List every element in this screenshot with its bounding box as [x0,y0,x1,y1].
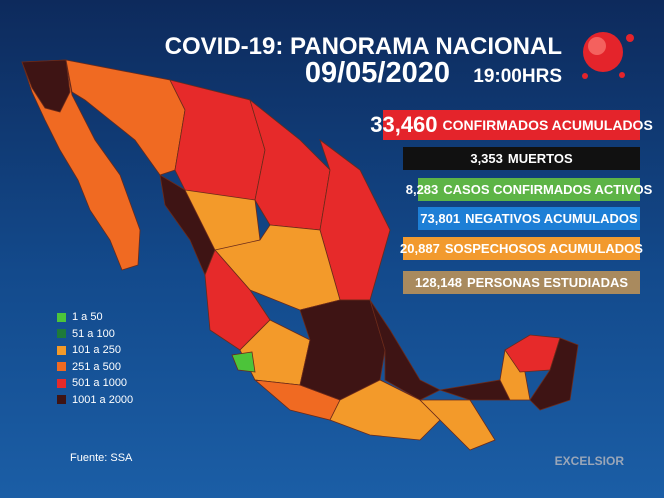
globe-icon [582,32,634,79]
state [419,399,496,451]
legend-item: 101 a 250 [57,344,121,356]
date: 09/05/2020 [305,57,450,89]
globe-dot [626,34,634,42]
legend-item: 1 a 50 [57,311,103,323]
stat-box: 128,148 PERSONAS ESTUDIADAS [403,271,640,294]
legend-swatch [57,329,66,338]
legend-item: 1001 a 2000 [57,394,133,406]
legend-item: 501 a 1000 [57,377,127,389]
legend-swatch [57,378,66,388]
state [169,79,266,206]
state [439,379,511,401]
time: 19:00HRS [473,66,562,87]
legend-label: 1001 a 2000 [72,393,134,406]
stat-value: 128,148 [414,275,462,290]
legend-item: 251 a 500 [57,361,121,373]
stat-box: 3,353 MUERTOS [403,147,640,170]
state [231,351,256,373]
stat-box: 73,801 NEGATIVOS ACUMULADOS [418,207,640,230]
stat-value: 33,460 [370,112,438,137]
stat-value: 3,353 [470,151,503,166]
source: Fuente: SSA [70,452,133,464]
stat-label: NEGATIVOS ACUMULADOS [465,211,638,226]
globe-shine [588,37,606,55]
legend-label: 251 a 500 [72,360,121,373]
states [21,59,579,451]
stat-box: 33,460 CONFIRMADOS ACUMULADOS [370,110,653,140]
legend-label: 51 a 100 [72,327,115,340]
legend-swatch [57,395,66,404]
stat-label: MUERTOS [507,151,573,166]
stat-box: 20,887 SOSPECHOSOS ACUMULADOS [400,237,643,260]
stat-value: 73,801 [420,211,461,226]
legend-swatch [57,362,66,371]
title: COVID-19: PANORAMA NACIONAL [165,33,562,60]
legend-swatch [57,312,66,322]
legend-label: 501 a 1000 [72,377,128,389]
legend-item: 51 a 100 [57,328,115,340]
state [214,224,341,311]
globe-dot [582,73,588,79]
state [249,98,331,231]
legend-label: 101 a 250 [72,344,121,356]
stat-label: SOSPECHOSOS ACUMULADOS [444,241,643,256]
state [369,299,441,401]
legend-swatch [57,345,66,355]
stat-value: 20,887 [400,241,440,256]
stat-label: CASOS CONFIRMADOS ACTIVOS [443,182,653,197]
legend-label: 1 a 50 [72,311,103,323]
stat-label: CONFIRMADOS ACUMULADOS [442,117,653,133]
stat-box: 8,283 CASOS CONFIRMADOS ACTIVOS [406,178,652,201]
state [21,59,71,113]
state [21,59,141,271]
stat-value: 8,283 [405,182,439,197]
globe-dot [619,72,625,78]
stat-label: PERSONAS ESTUDIADAS [466,275,629,290]
brand: EXCELSIOR [555,454,625,468]
state [529,337,579,411]
